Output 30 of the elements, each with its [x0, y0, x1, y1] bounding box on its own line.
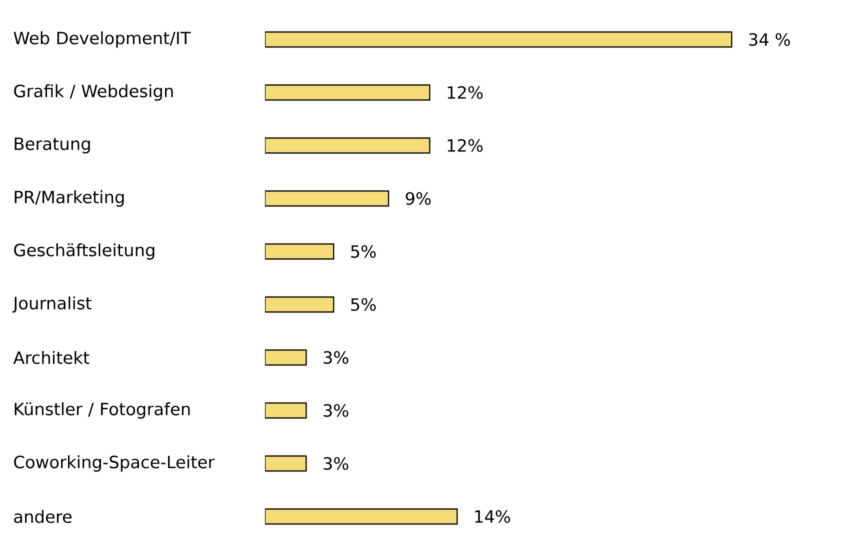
data-label: 14%	[475, 510, 510, 523]
data-label: 12%	[448, 86, 483, 99]
y-tick-label: Grafik / Webdesign	[14, 84, 173, 101]
y-tick-label: andere	[14, 510, 72, 524]
y-tick-label: Beratung	[14, 138, 90, 154]
data-label: 3%	[324, 457, 348, 470]
y-tick-label: Coworking-Space-Leiter	[14, 455, 215, 472]
y-tick-label: Künstler / Fotografen	[14, 402, 190, 419]
data-label: 34 %	[749, 33, 790, 46]
bar	[265, 137, 430, 154]
bar	[265, 243, 334, 260]
data-label: 3%	[324, 351, 348, 364]
bar	[265, 508, 458, 525]
data-label: 12%	[448, 139, 483, 152]
bar	[265, 84, 430, 101]
y-tick-label: Web Development/IT	[14, 31, 191, 48]
y-tick-label: PR/Marketing	[14, 190, 124, 207]
data-label: 5%	[351, 298, 376, 311]
y-tick-label: Journalist	[12, 296, 92, 313]
y-tick-label: Geschäftsleitung	[14, 243, 154, 260]
data-label: 3%	[324, 404, 348, 417]
y-tick-label: Architekt	[13, 350, 90, 364]
bar	[265, 296, 334, 313]
data-label: 5%	[351, 245, 376, 258]
bar	[265, 31, 732, 48]
bar	[265, 190, 390, 207]
bar	[265, 349, 307, 366]
data-label: 9%	[406, 192, 431, 205]
bar	[265, 455, 307, 472]
bar	[265, 402, 307, 419]
